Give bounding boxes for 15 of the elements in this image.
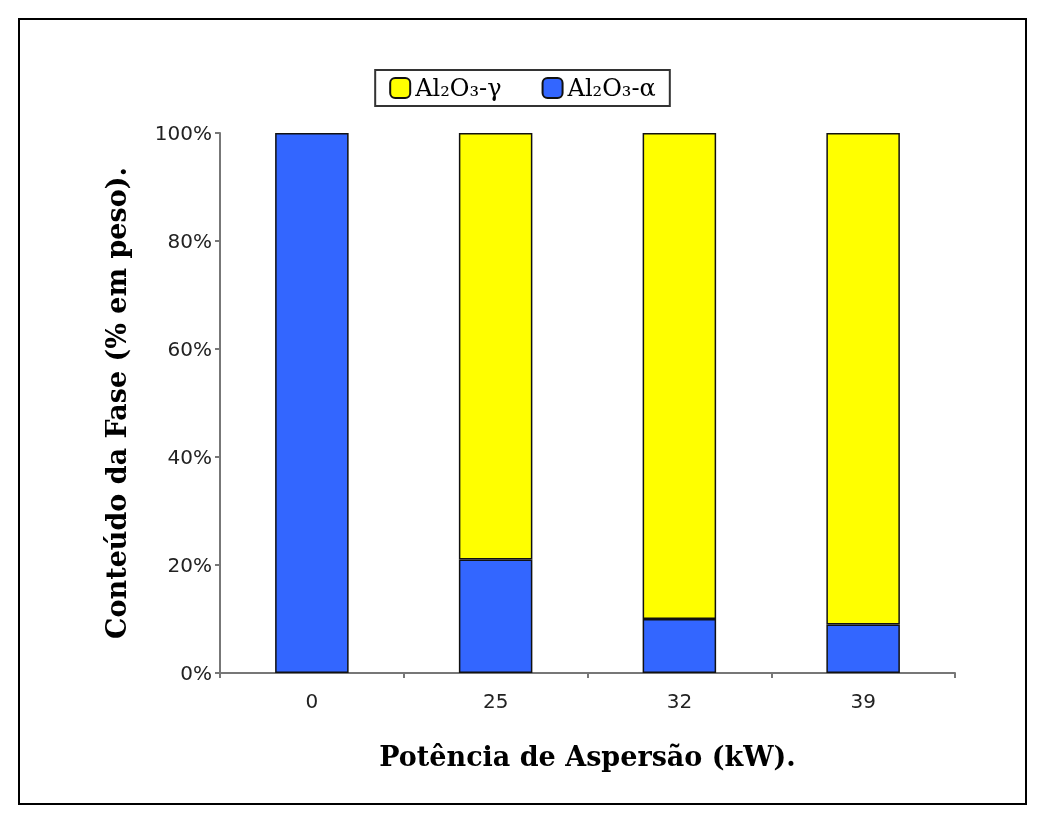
y-tick-label: 100% xyxy=(154,121,212,145)
x-tick-label: 32 xyxy=(666,689,693,713)
bar xyxy=(275,133,349,673)
y-tick-label: 40% xyxy=(167,445,212,469)
x-tick-label: 25 xyxy=(482,689,509,713)
legend-label: Al₂O₃-γ xyxy=(414,74,502,102)
y-axis-title: Conteúdo da Fase (% em peso). xyxy=(101,167,132,639)
legend-label: Al₂O₃-α xyxy=(566,74,656,102)
y-tick-label: 20% xyxy=(167,553,212,577)
x-tick-label: 39 xyxy=(850,689,876,713)
x-tick-label: 0 xyxy=(305,689,319,713)
x-axis-title: Potência de Aspersão (kW). xyxy=(379,741,796,772)
y-tick-label: 80% xyxy=(167,229,212,253)
y-tick-label: 60% xyxy=(167,337,212,361)
y-tick-label: 0% xyxy=(180,661,212,685)
